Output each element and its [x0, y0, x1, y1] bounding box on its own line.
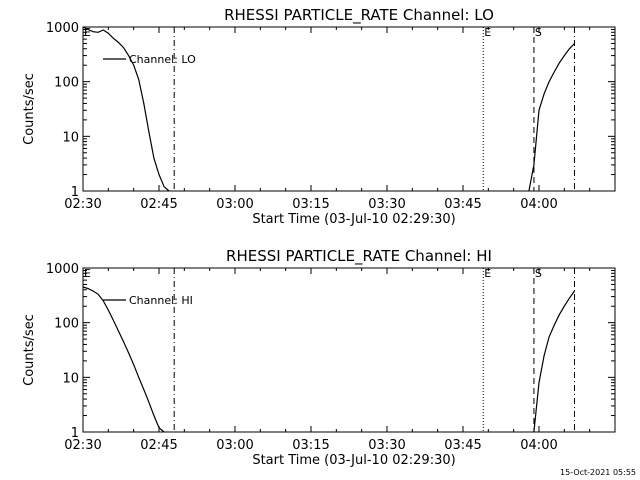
- chart-title: RHESSI PARTICLE_RATE Channel: HI: [226, 247, 492, 266]
- event-marker-label: E: [484, 26, 491, 39]
- y-tick-label: 100: [54, 76, 79, 91]
- y-tick-label: 1: [71, 185, 79, 200]
- y-tick-label: 10: [62, 371, 79, 386]
- x-tick-label: 03:00: [216, 197, 253, 212]
- plot-frame: [82, 267, 616, 433]
- legend-label: Channel: LO: [129, 53, 196, 66]
- series-line-segment-1: [82, 286, 165, 433]
- event-marker-label: S: [535, 267, 542, 280]
- y-axis-label: Counts/sec: [22, 314, 37, 386]
- y-tick-label: 1000: [46, 262, 79, 277]
- series-line-segment-2: [533, 290, 575, 433]
- panel-lo: RHESSI PARTICLE_RATE Channel: LO 02:30 02:…: [22, 6, 616, 227]
- x-tick-label: 03:30: [368, 197, 405, 212]
- plot-timestamp: 15-Oct-2021 05:55: [560, 468, 636, 477]
- x-tick-label: 03:45: [444, 197, 481, 212]
- chart-title: RHESSI PARTICLE_RATE Channel: LO: [224, 6, 494, 25]
- x-axis-label: Start Time (03-Jul-10 02:29:30): [252, 212, 455, 227]
- event-marker-label: E: [84, 267, 91, 280]
- x-tick-label: 02:30: [64, 438, 101, 453]
- series-line-segment-2: [528, 43, 575, 192]
- x-tick-label: 04:00: [520, 438, 557, 453]
- series-line-segment-1: [82, 26, 170, 192]
- y-tick-label: 1: [71, 426, 79, 441]
- legend-label: Channel: HI: [129, 294, 193, 307]
- y-axis-label: Counts/sec: [22, 73, 37, 145]
- x-tick-label: 03:15: [292, 197, 329, 212]
- x-tick-label: 03:15: [292, 438, 329, 453]
- event-marker-label: E: [484, 267, 491, 280]
- event-marker-label: E: [84, 26, 91, 39]
- plot-frame: [82, 26, 616, 192]
- x-axis-label: Start Time (03-Jul-10 02:29:30): [252, 453, 455, 468]
- x-tick-label: 02:30: [64, 197, 101, 212]
- event-marker-label: S: [535, 26, 542, 39]
- x-tick-label: 03:30: [368, 438, 405, 453]
- panel-hi: RHESSI PARTICLE_RATE Channel: HI 02:30 02:…: [22, 247, 616, 468]
- y-tick-label: 100: [54, 317, 79, 332]
- y-tick-label: 1000: [46, 21, 79, 36]
- y-tick-label: 10: [62, 130, 79, 145]
- x-tick-label: 02:45: [140, 197, 177, 212]
- x-tick-label: 02:45: [140, 438, 177, 453]
- x-tick-label: 04:00: [520, 197, 557, 212]
- x-tick-label: 03:45: [444, 438, 481, 453]
- x-tick-label: 03:00: [216, 438, 253, 453]
